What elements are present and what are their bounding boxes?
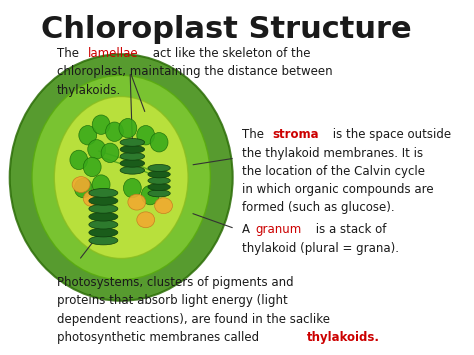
Ellipse shape — [92, 115, 110, 134]
Text: chloroplast, maintaining the distance between: chloroplast, maintaining the distance be… — [56, 65, 332, 78]
Ellipse shape — [89, 189, 118, 197]
Text: in which organic compounds are: in which organic compounds are — [242, 183, 433, 196]
Ellipse shape — [89, 228, 118, 237]
Ellipse shape — [92, 175, 110, 194]
Ellipse shape — [119, 119, 137, 138]
Ellipse shape — [155, 198, 173, 214]
Text: is a stack of: is a stack of — [312, 223, 386, 236]
Ellipse shape — [148, 190, 170, 197]
Ellipse shape — [88, 140, 106, 159]
Text: proteins that absorb light energy (light: proteins that absorb light energy (light — [56, 294, 287, 307]
Text: Chloroplast Structure: Chloroplast Structure — [41, 16, 411, 44]
Ellipse shape — [89, 212, 118, 221]
Ellipse shape — [137, 212, 155, 228]
Ellipse shape — [79, 126, 97, 145]
Text: thylakoids.: thylakoids. — [56, 84, 121, 97]
Ellipse shape — [101, 143, 119, 163]
Ellipse shape — [83, 157, 101, 177]
Text: dependent reactions), are found in the saclike: dependent reactions), are found in the s… — [56, 313, 329, 326]
Ellipse shape — [74, 178, 92, 198]
Ellipse shape — [120, 146, 145, 153]
Text: the location of the Calvin cycle: the location of the Calvin cycle — [242, 165, 425, 178]
Ellipse shape — [55, 97, 188, 258]
Text: lamellae: lamellae — [88, 47, 138, 60]
Ellipse shape — [148, 171, 170, 178]
Ellipse shape — [120, 159, 145, 167]
Ellipse shape — [83, 191, 101, 207]
Ellipse shape — [123, 178, 141, 198]
Ellipse shape — [89, 196, 118, 205]
Ellipse shape — [89, 236, 118, 245]
Text: formed (such as glucose).: formed (such as glucose). — [242, 201, 394, 214]
Ellipse shape — [120, 166, 145, 174]
Text: is the space outside: is the space outside — [329, 128, 452, 141]
Text: Photosystems, clusters of pigments and: Photosystems, clusters of pigments and — [56, 276, 293, 289]
Ellipse shape — [120, 152, 145, 160]
Ellipse shape — [72, 177, 90, 192]
Text: act like the skeleton of the: act like the skeleton of the — [149, 47, 311, 60]
Ellipse shape — [150, 132, 168, 152]
Ellipse shape — [89, 220, 118, 229]
Ellipse shape — [141, 185, 159, 205]
Text: stroma: stroma — [273, 128, 319, 141]
Ellipse shape — [148, 177, 170, 184]
Text: the thylakoid membranes. It is: the thylakoid membranes. It is — [242, 147, 423, 159]
Ellipse shape — [148, 184, 170, 191]
Ellipse shape — [128, 194, 146, 210]
Ellipse shape — [32, 75, 210, 280]
Text: The: The — [56, 47, 82, 60]
Text: thylakoid (plural = grana).: thylakoid (plural = grana). — [242, 242, 399, 255]
Text: thylakoids.: thylakoids. — [306, 331, 379, 344]
Ellipse shape — [120, 138, 145, 146]
Ellipse shape — [137, 126, 155, 145]
Text: photosynthetic membranes called: photosynthetic membranes called — [56, 331, 263, 344]
Ellipse shape — [9, 54, 233, 301]
Text: A: A — [242, 223, 253, 236]
Ellipse shape — [106, 122, 123, 141]
Ellipse shape — [148, 164, 170, 171]
Text: granum: granum — [256, 223, 302, 236]
Ellipse shape — [89, 204, 118, 213]
Ellipse shape — [70, 150, 88, 170]
Text: The: The — [242, 128, 267, 141]
